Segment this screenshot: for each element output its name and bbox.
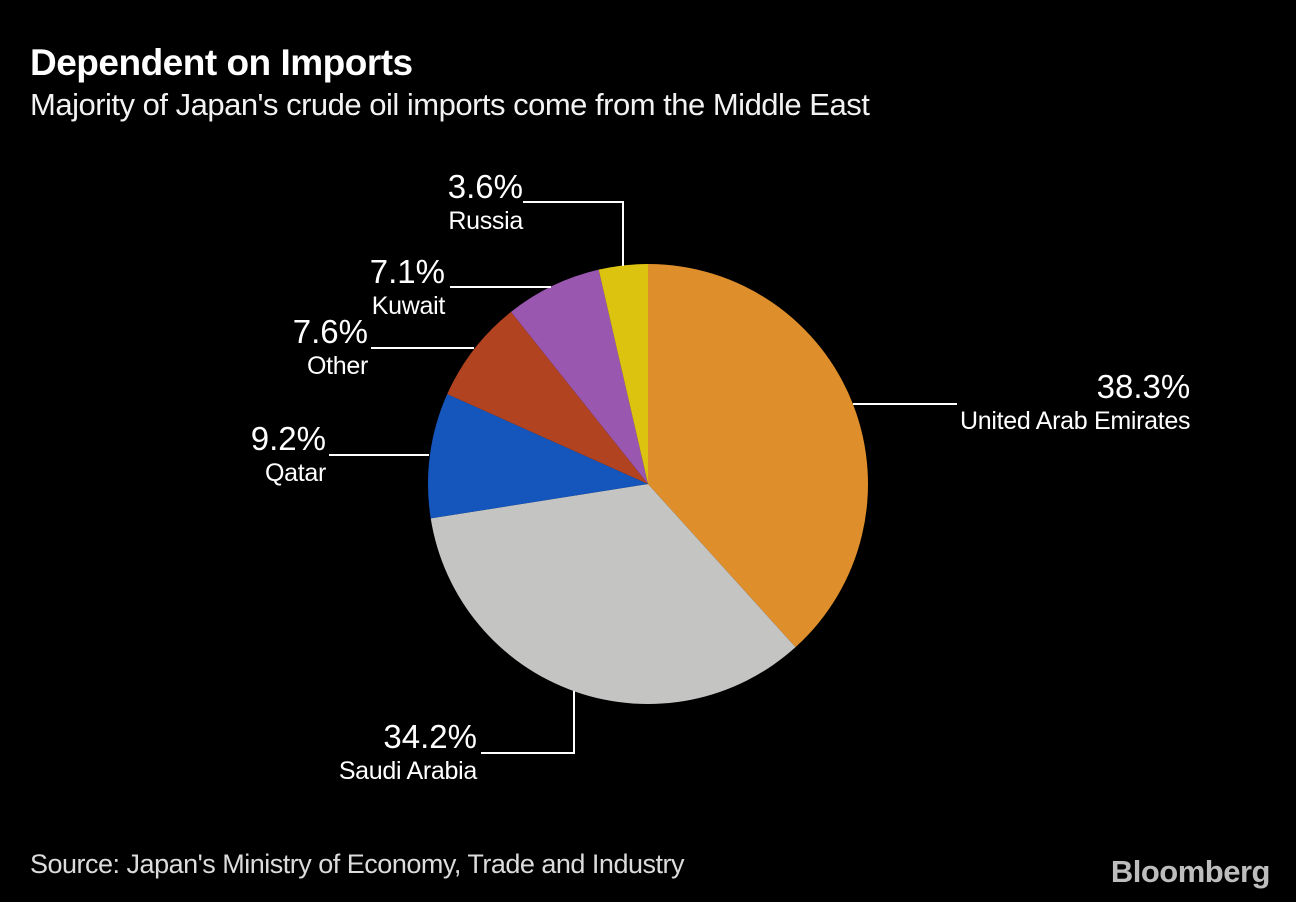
pie-slice-russia <box>598 264 648 484</box>
pie-slice-united-arab-emirates <box>648 264 868 648</box>
slice-name-other: Other <box>306 352 368 380</box>
pie-slice-qatar <box>428 394 648 519</box>
pie-slice-saudi-arabia <box>430 484 796 704</box>
page-title: Dependent on Imports <box>30 42 413 83</box>
slice-pct-qatar: 9.2% <box>250 420 326 457</box>
slice-pct-russia: 3.6% <box>447 168 523 205</box>
source-text: Source: Japan's Ministry of Economy, Tra… <box>30 849 684 879</box>
slice-label-saudi-arabia: 34.2% Saudi Arabia <box>339 718 477 786</box>
slice-pct-kuwait: 7.1% <box>369 253 445 290</box>
slice-label-qatar: 9.2% Qatar <box>250 420 327 488</box>
slice-name-kuwait: Kuwait <box>371 292 446 320</box>
slice-pct-united-arab-emirates: 38.3% <box>1096 368 1191 405</box>
slice-name-qatar: Qatar <box>264 459 326 487</box>
slice-name-russia: Russia <box>448 207 523 235</box>
page-subtitle: Majority of Japan's crude oil imports co… <box>30 87 870 122</box>
slice-label-other: 7.6% Other <box>292 313 369 381</box>
pie-slice-kuwait <box>510 269 648 484</box>
leader-line-russia <box>523 201 624 266</box>
slice-pct-saudi-arabia: 34.2% <box>383 718 477 755</box>
leader-lines-group <box>329 201 957 754</box>
pie-slices-group <box>428 264 868 704</box>
slice-name-united-arab-emirates: United Arab Emirates <box>960 407 1191 435</box>
slice-pct-other: 7.6% <box>292 313 368 350</box>
leader-line-saudi-arabia <box>481 691 575 754</box>
slice-name-saudi-arabia: Saudi Arabia <box>338 757 477 785</box>
pie-slice-other <box>447 311 648 484</box>
slice-label-kuwait: 7.1% Kuwait <box>369 253 446 321</box>
slice-label-russia: 3.6% Russia <box>447 168 524 236</box>
bloomberg-logo: Bloomberg <box>1110 854 1271 889</box>
slice-label-united-arab-emirates: 38.3% United Arab Emirates <box>960 368 1191 436</box>
